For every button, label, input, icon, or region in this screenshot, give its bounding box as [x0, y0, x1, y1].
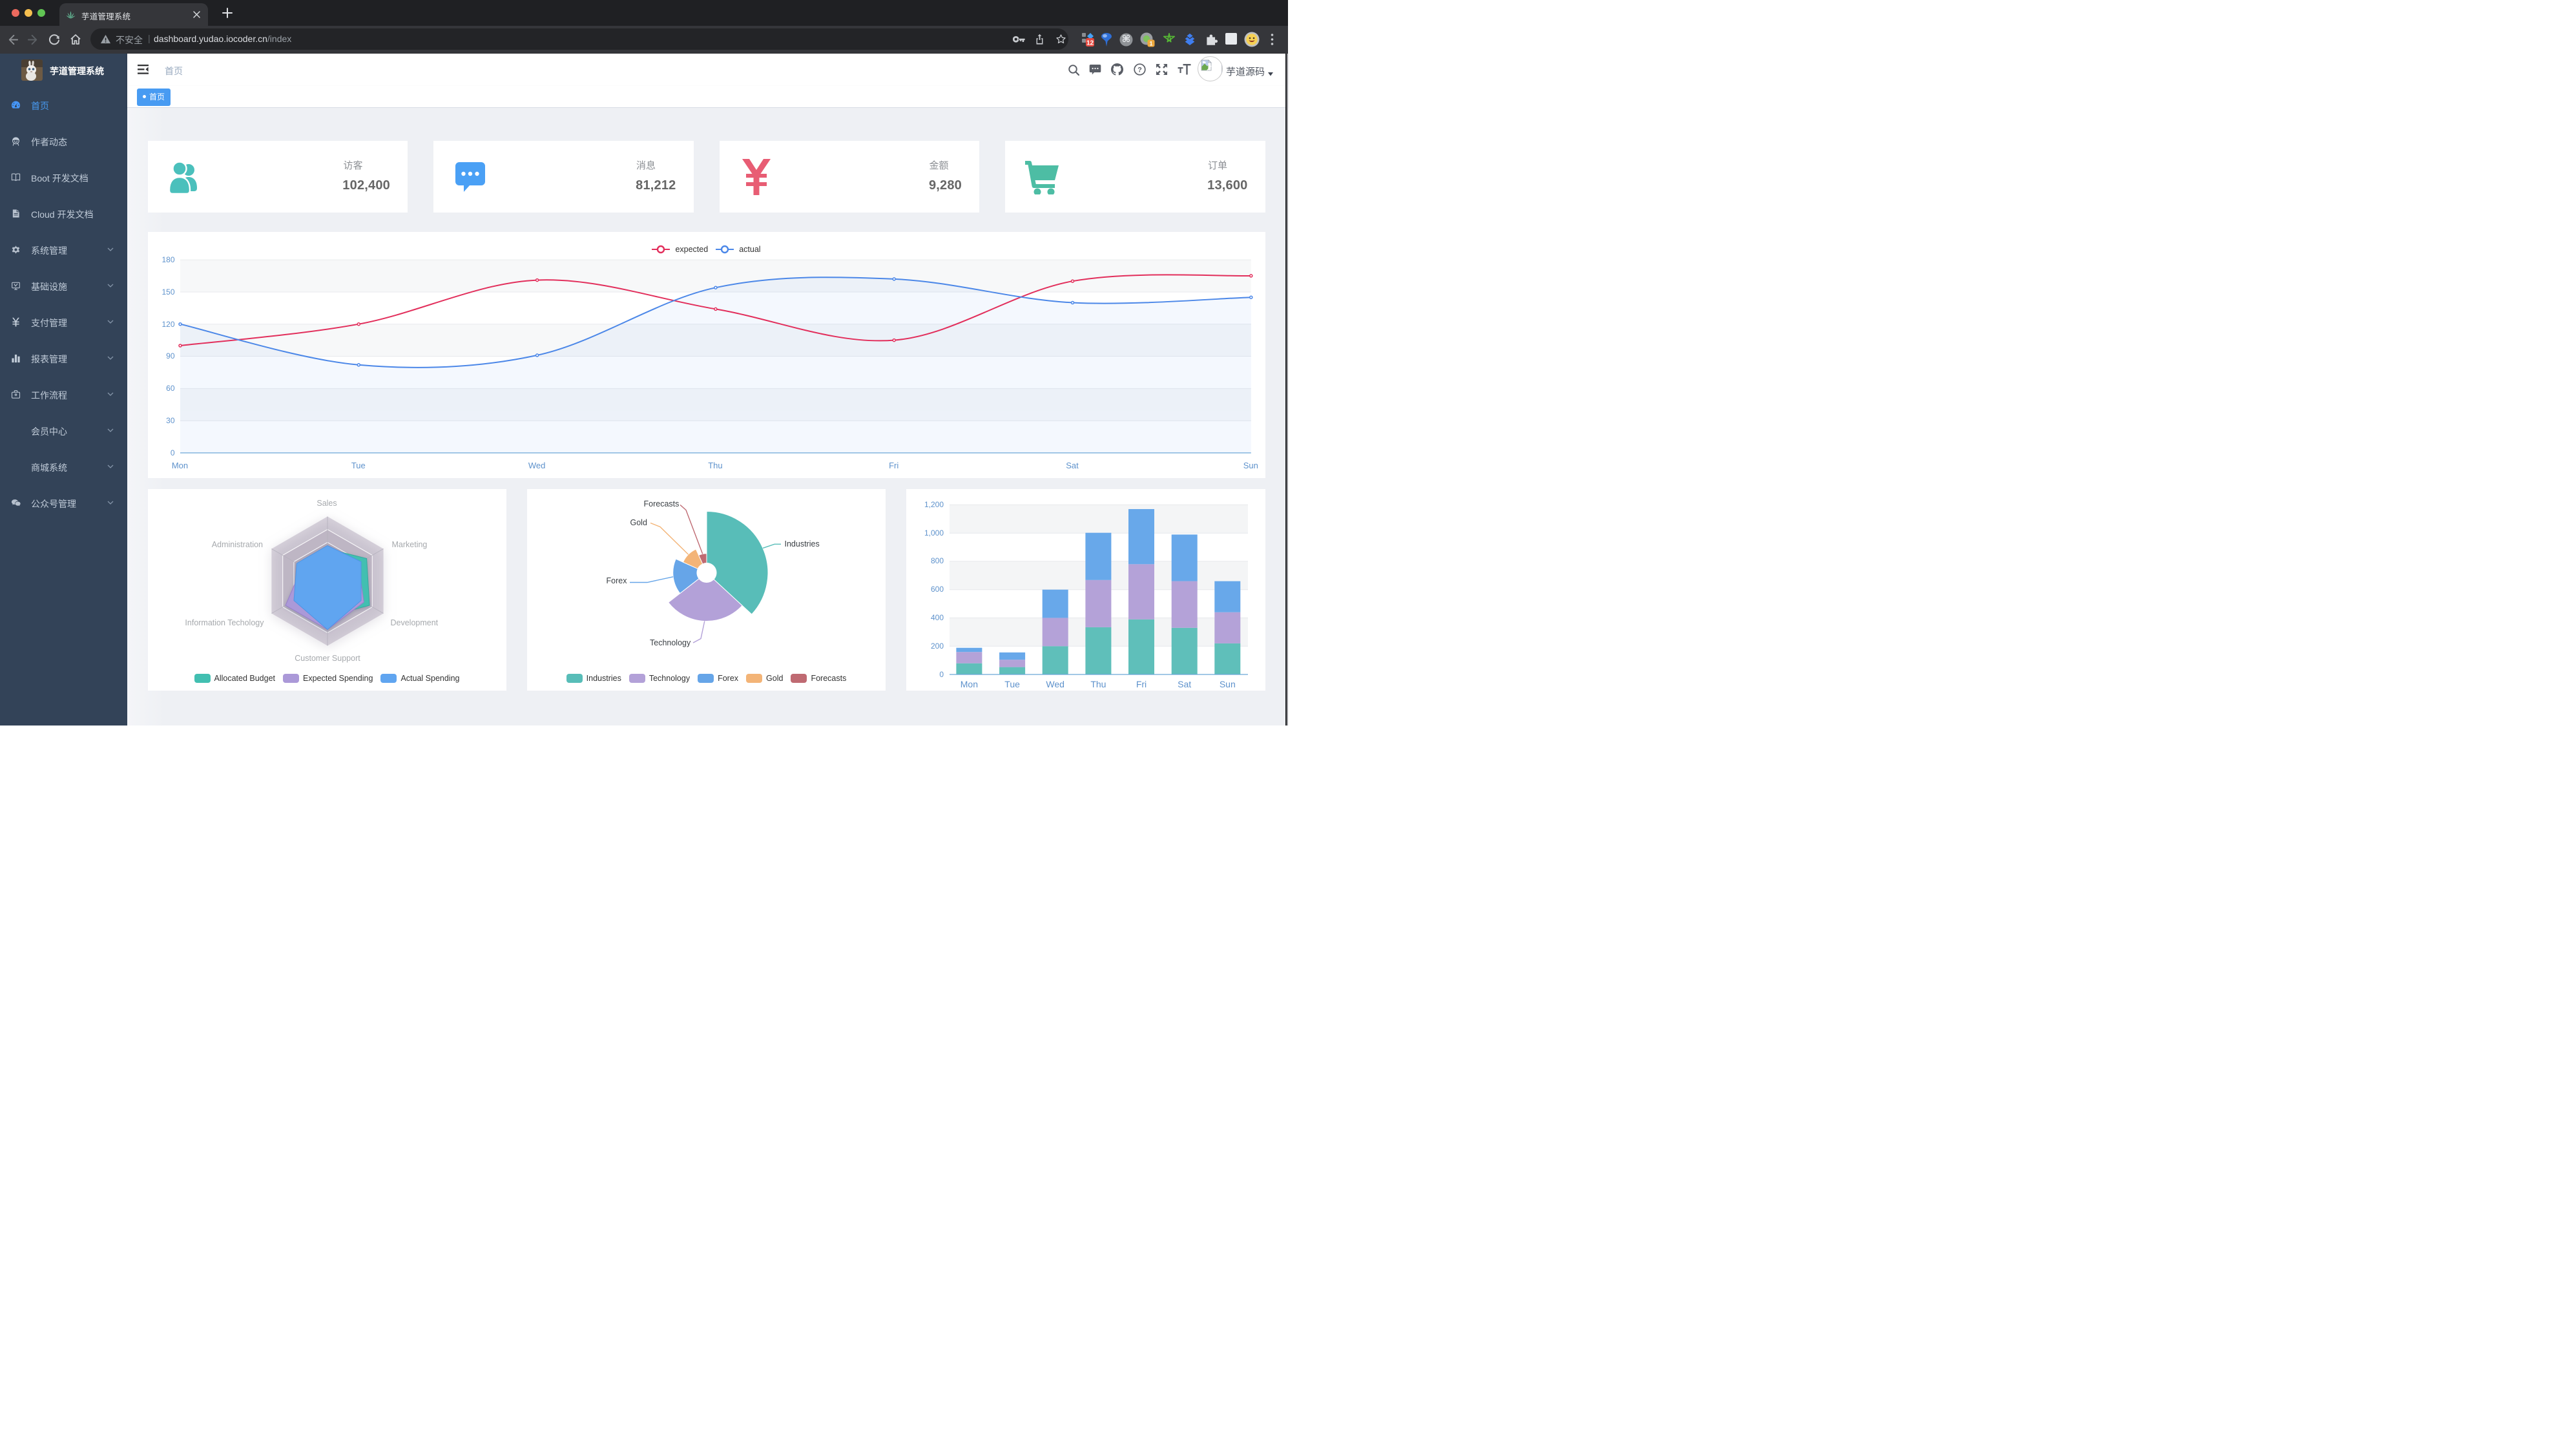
svg-text:1: 1 — [1149, 41, 1152, 47]
svg-text:?: ? — [1137, 67, 1142, 74]
svg-text:12: 12 — [1086, 40, 1094, 47]
